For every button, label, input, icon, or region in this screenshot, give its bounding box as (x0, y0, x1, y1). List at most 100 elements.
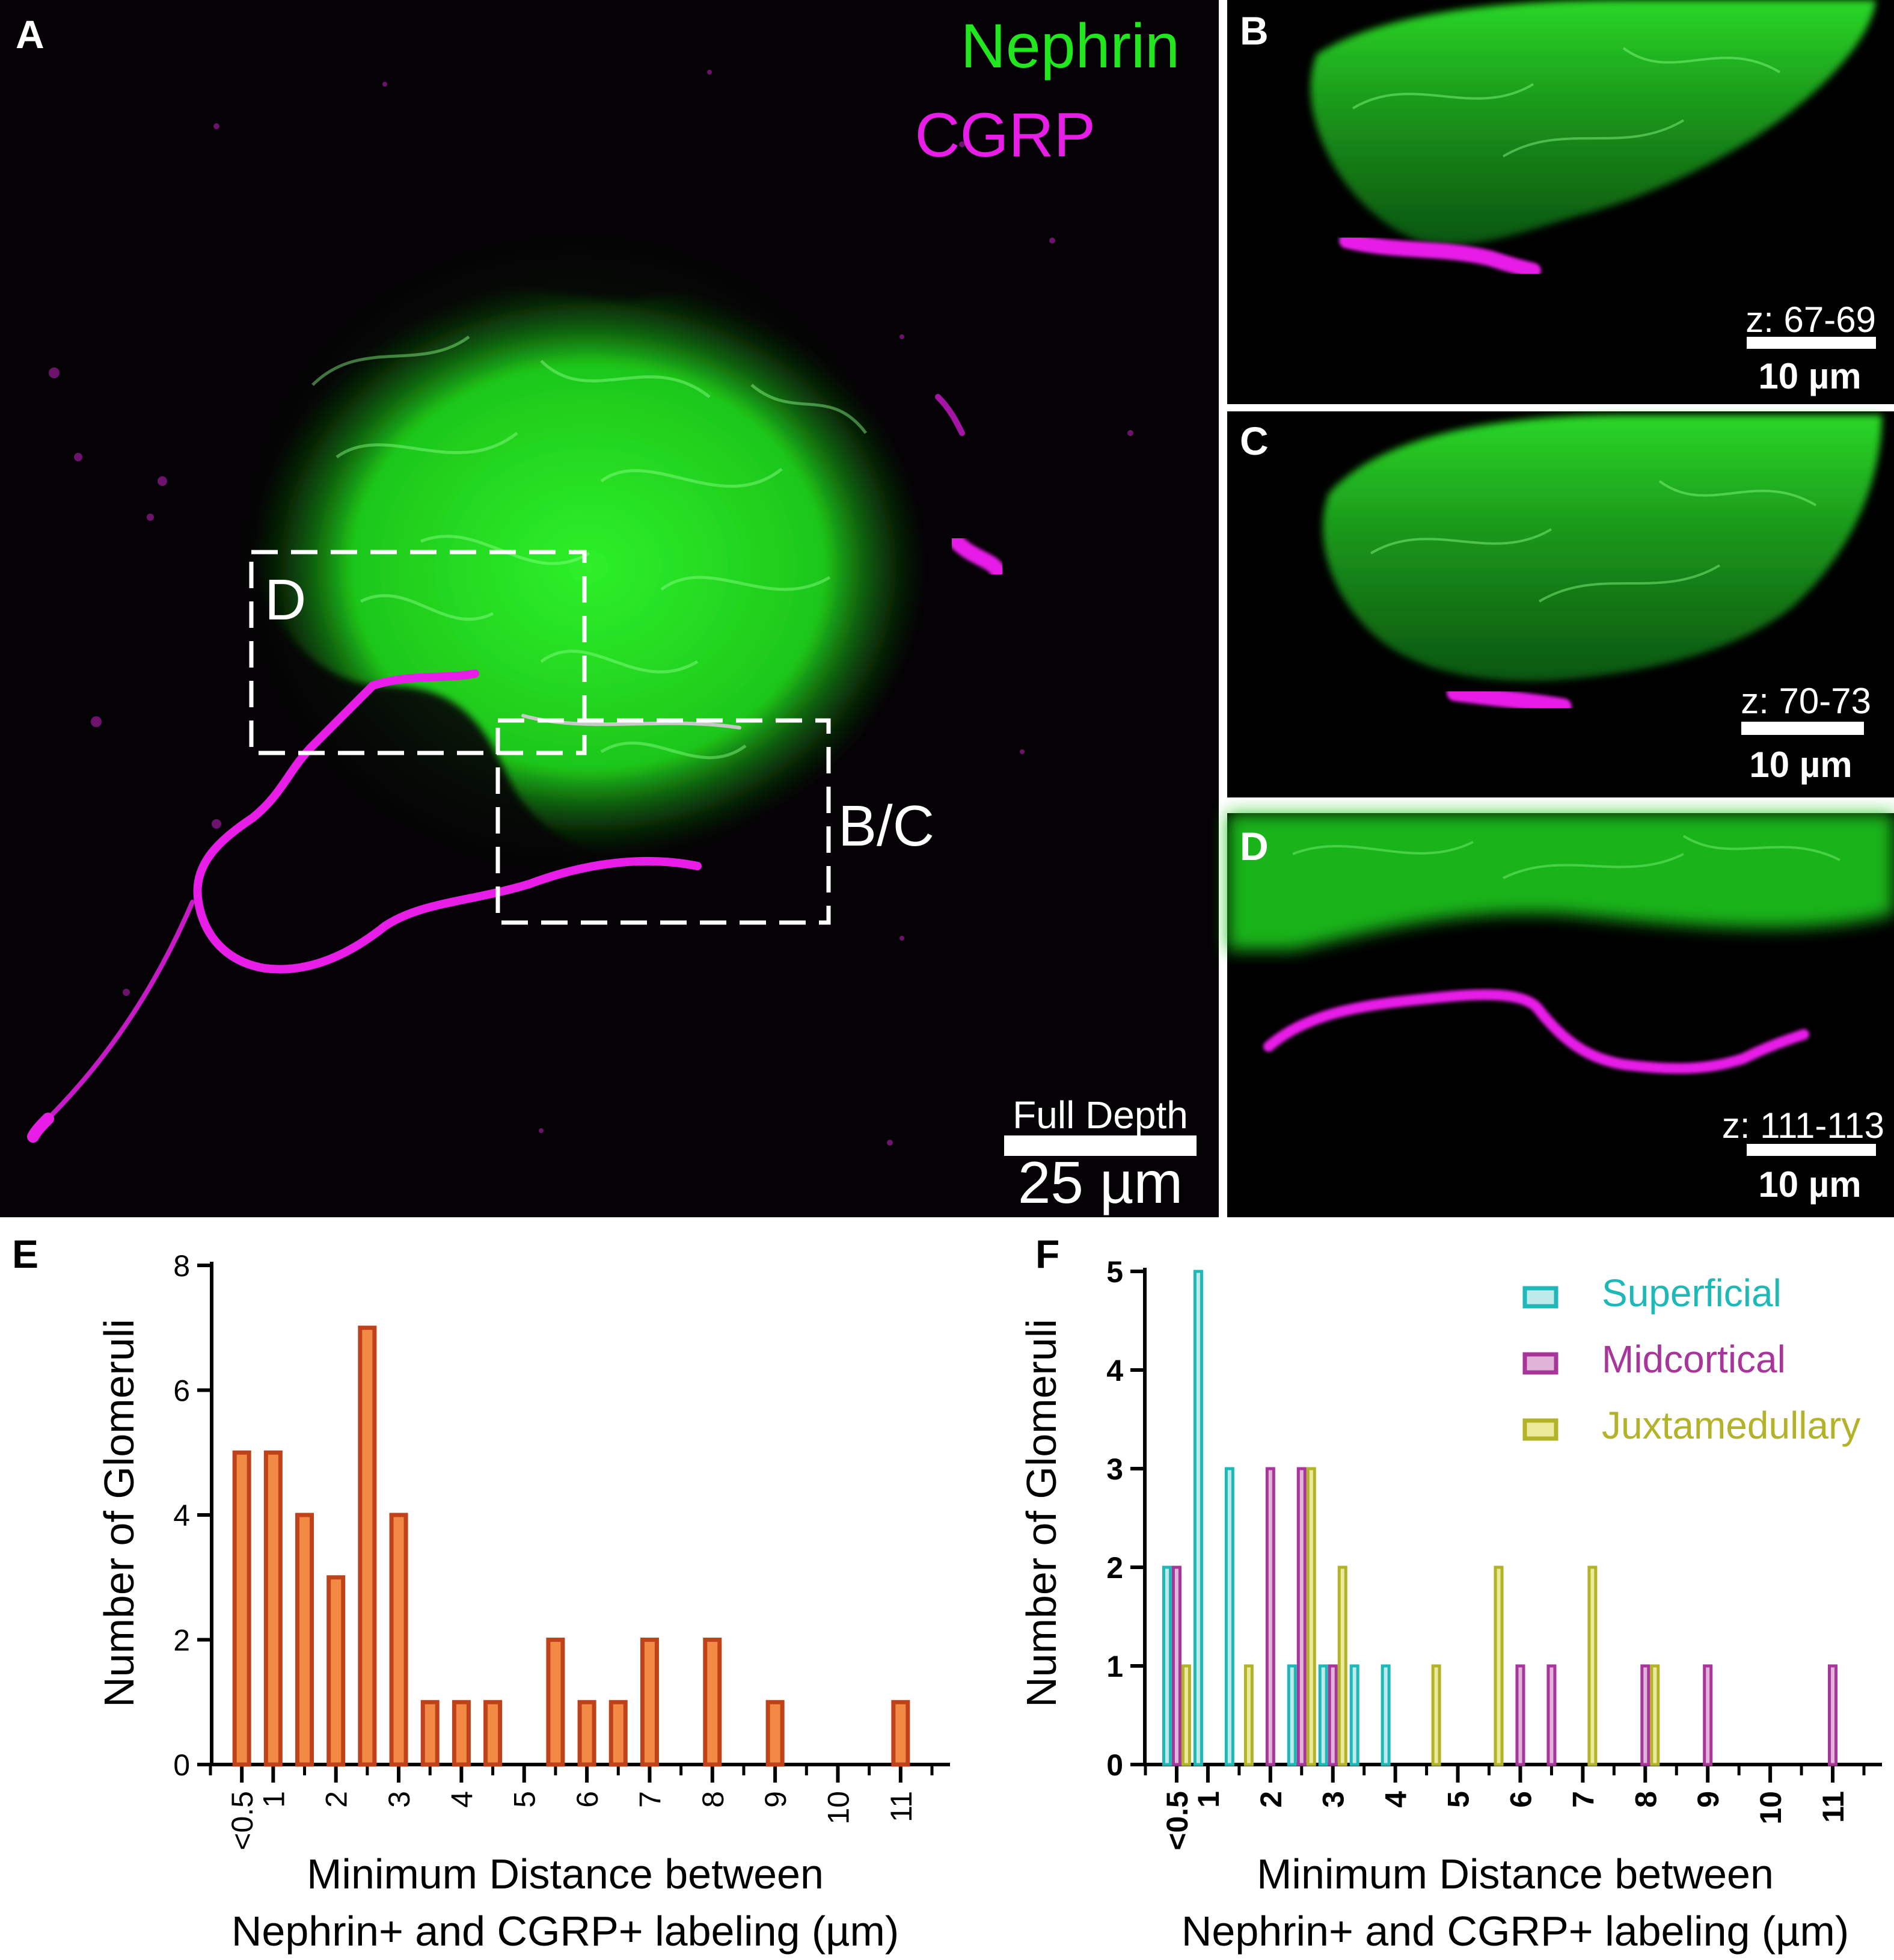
chart-f-bars (1162, 1270, 1838, 1766)
chart-f-ylabel: Number of Glomeruli (1018, 1319, 1065, 1707)
chart-e-bar (452, 1700, 471, 1767)
chart-f-bar-superficial (1349, 1664, 1359, 1766)
inset-box-d-label: D (265, 568, 306, 632)
chart-e-x-tick-label: <0.5 (225, 1791, 259, 1851)
chart-f-bar-superficial (1193, 1270, 1203, 1766)
chart-e-bar (295, 1513, 314, 1767)
panel-d-scale-label: 10 µm (1758, 1164, 1861, 1205)
chart-f-x-tick-label: <0.5 (1160, 1791, 1194, 1851)
chart-f-x-tick-label: 8 (1629, 1791, 1663, 1808)
chart-f-bar-juxtamedullary (1306, 1467, 1316, 1766)
chart-f-legend-label-superficial: Superficial (1602, 1271, 1782, 1315)
inset-box-bc-outline (495, 718, 831, 925)
legend-nephrin: Nephrin (961, 11, 1180, 81)
panel-c-scale-label: 10 µm (1749, 745, 1852, 785)
chart-f-bar-midcortical (1171, 1565, 1181, 1766)
chart-f-x-tick-label: 4 (1379, 1791, 1413, 1808)
chart-e-bar (577, 1700, 596, 1767)
panel-d: D z: 111-113 10 µm (1227, 813, 1894, 1217)
chart-e-bar (703, 1638, 722, 1767)
chart-e-y-tick-label: 0 (173, 1748, 190, 1782)
legend-cgrp: CGRP (915, 100, 1096, 170)
glomerulus-texture (311, 335, 867, 760)
chart-e-y-tick-label: 8 (173, 1249, 190, 1283)
chart-e-bar (483, 1700, 503, 1767)
chart-e-bar (326, 1575, 346, 1767)
chart-e-bar (640, 1638, 659, 1767)
chart-f-bar-midcortical (1546, 1664, 1557, 1766)
chart-f-bar-superficial (1287, 1664, 1297, 1766)
chart-e-y-tick-label: 2 (173, 1624, 190, 1657)
chart-e-bar (263, 1450, 283, 1767)
chart-e-xlabel-line1: Minimum Distance between (307, 1851, 824, 1897)
chart-f-legend-swatch-midcortical (1522, 1352, 1558, 1375)
panel-b-scale-label: 10 µm (1758, 356, 1861, 396)
panel-b-scale-bar (1747, 337, 1876, 349)
chart-f-y-tick-label: 5 (1106, 1255, 1123, 1289)
chart-f-bar-superficial (1318, 1664, 1328, 1766)
chart-e-bar (765, 1700, 785, 1767)
chart-f-legend-label-juxtamedullary: Juxtamedullary (1602, 1404, 1860, 1447)
chart-f-bar-juxtamedullary (1650, 1664, 1660, 1766)
panel-a: D B/C A Nephrin CGRP Full Depth 25 µm (0, 0, 1219, 1217)
chart-f-x-tick-label: 9 (1691, 1791, 1725, 1808)
chart-f-bar-midcortical (1328, 1664, 1338, 1766)
chart-f-legend-swatch-juxtamedullary (1522, 1418, 1558, 1441)
inset-box-d: D (249, 550, 587, 755)
chart-f-y-tick-label: 4 (1106, 1354, 1123, 1387)
panel-a-speckle (49, 70, 1133, 1146)
panel-d-scale-bar (1747, 1144, 1876, 1156)
inset-box-bc-label: B/C (838, 794, 934, 858)
chart-e-x-tick-label: 7 (633, 1791, 667, 1808)
chart-f-bar-midcortical (1515, 1664, 1525, 1766)
panel-d-letter: D (1240, 824, 1269, 868)
panel-b-glomerulus (1310, 0, 1876, 245)
chart-e-y-tick-label: 6 (173, 1374, 190, 1408)
chart-f-bar-juxtamedullary (1431, 1664, 1441, 1766)
chart-e-x-tick-label: 1 (257, 1791, 290, 1808)
panel-b: B z: 67-69 10 µm (1227, 0, 1894, 404)
chart-f-letter: F (1035, 1232, 1059, 1276)
chart-e-bar (891, 1700, 910, 1767)
panel-c-glomerulus (1322, 415, 1882, 681)
panel-a-letter: A (16, 12, 44, 57)
panel-c-letter: C (1240, 419, 1269, 463)
panel-d-nerve (1263, 989, 1809, 1074)
inset-box-d-outline (249, 550, 587, 755)
panel-c-scale-bar (1741, 722, 1864, 735)
chart-e: E 0 2 4 6 8 <0.51 2 3 4 5 6 7 8 9 10 11 Number of Glome… (12, 1232, 950, 1955)
chart-e-x-tick-label: 2 (320, 1791, 354, 1808)
panel-a-scale-label: 25 µm (1018, 1149, 1183, 1215)
chart-e-x-tick-label: 3 (382, 1791, 416, 1808)
panel-a-scale-bar (1004, 1135, 1197, 1156)
chart-f-bar-superficial (1162, 1565, 1172, 1766)
chart-e-x-tick-label: 6 (571, 1791, 604, 1808)
panel-b-letter: B (1240, 8, 1269, 53)
chart-f-bar-juxtamedullary (1243, 1664, 1254, 1766)
chart-f-x-tick-label: 5 (1442, 1791, 1476, 1808)
panel-c-nerve (1447, 684, 1572, 715)
panel-c: C z: 70-73 10 µm (1227, 411, 1894, 797)
chart-e-bar (420, 1700, 440, 1767)
chart-f-bar-midcortical (1296, 1467, 1307, 1766)
chart-f-bar-juxtamedullary (1494, 1565, 1504, 1766)
chart-e-axes: 0 2 4 6 8 <0.51 2 3 4 5 6 7 8 9 10 11 (173, 1249, 950, 1851)
chart-f-xlabel-line1: Minimum Distance between (1257, 1851, 1774, 1897)
chart-f-x-tick-label: 11 (1816, 1791, 1850, 1823)
chart-e-bars (232, 1326, 910, 1767)
chart-e-x-tick-label: 4 (445, 1791, 479, 1808)
chart-e-x-tick-label: 9 (759, 1791, 792, 1808)
chart-e-x-tick-label: 10 (821, 1791, 855, 1825)
chart-f-bar-midcortical (1265, 1467, 1275, 1766)
chart-e-letter: E (12, 1232, 38, 1276)
chart-f-x-tick-label: 6 (1504, 1791, 1537, 1808)
panel-b-nerve (1339, 233, 1541, 278)
chart-f-legend: Superficial Midcortical Juxtamedullary (1522, 1271, 1860, 1447)
glomerulus (251, 277, 927, 856)
chart-f-x-tick-label: 7 (1566, 1791, 1600, 1808)
chart-e-x-tick-label: 8 (696, 1791, 730, 1808)
panel-c-texture (1370, 480, 1817, 603)
